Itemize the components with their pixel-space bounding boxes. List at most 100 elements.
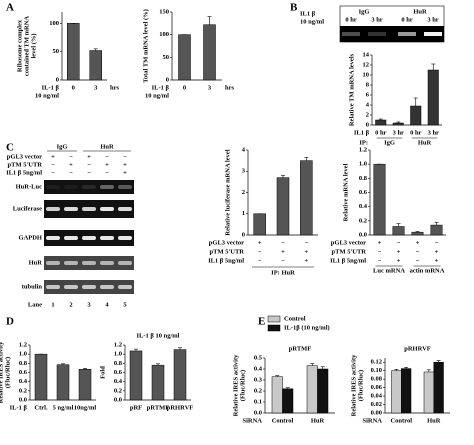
bar — [89, 50, 102, 81]
gel-strip — [44, 180, 134, 194]
condition-mark: + — [281, 248, 285, 255]
y-tick-label: 0.00 — [371, 409, 382, 416]
gel-band — [64, 285, 78, 289]
y-tick-label: 0 — [56, 76, 59, 83]
lane-number: 1 — [51, 301, 54, 308]
x-axis-label: IL-1 β — [152, 84, 170, 91]
bar — [282, 388, 294, 414]
x-tick-label: 0 — [72, 84, 75, 91]
condition-label: pGL3 vector — [209, 239, 244, 246]
condition-mark: − — [378, 248, 382, 255]
y-tick-label: 4 — [366, 101, 370, 108]
bar — [151, 364, 165, 401]
y-tick-label: 0.1 — [254, 398, 262, 405]
gel-band — [46, 185, 60, 189]
y-tick-label: 0.2 — [19, 387, 27, 394]
gel-band — [100, 285, 114, 289]
y-axis-label: level (%) — [30, 33, 37, 58]
bar — [300, 160, 313, 236]
condition-mark: − — [304, 239, 308, 246]
bar — [203, 24, 216, 81]
y-tick-label: 0.06 — [371, 384, 383, 391]
y-tick-label: 0.4 — [19, 378, 28, 385]
y-tick-label: 0.8 — [359, 175, 368, 182]
chart-title: pRTMF — [289, 345, 312, 352]
y-tick-label: 0 — [242, 231, 245, 238]
condition-label: pGL3 vector — [331, 239, 366, 246]
y-tick-label: 0.0 — [114, 396, 122, 403]
bar — [56, 364, 70, 401]
condition-mark: − — [378, 257, 382, 264]
condition-mark: − — [397, 239, 401, 246]
y-tick-label: 0 — [166, 76, 169, 83]
group-label: actin mRNA — [410, 267, 445, 274]
bar — [306, 365, 318, 414]
gel-band — [118, 285, 132, 289]
gel-group: IgG — [57, 143, 68, 150]
x-tick-label: Control — [390, 417, 412, 424]
gel-band — [64, 185, 78, 189]
gel-band — [82, 207, 96, 211]
inset-group: HuR — [413, 8, 427, 15]
y-tick-label: 0.08 — [371, 376, 383, 383]
inset-time: 3 hr — [427, 16, 438, 23]
y-tick-label: 0.04 — [371, 393, 383, 400]
bar — [430, 224, 443, 236]
gel-row-label: GAPDH — [19, 234, 42, 241]
gel-band — [46, 236, 60, 240]
condition-label: IL1 β 5ng/ml — [208, 257, 244, 264]
gel-group: HuR — [100, 143, 114, 150]
inset-time: 0 hr — [401, 16, 412, 23]
gel-band — [82, 236, 96, 240]
y-tick-label: 2 — [242, 189, 245, 196]
gel-row-label: HuR — [29, 259, 43, 266]
gel-mark: + — [105, 161, 109, 168]
x-tick-label: 3 hr — [428, 129, 439, 136]
x-tick-label: Ctrl. — [34, 404, 48, 411]
group-label: HuR — [418, 139, 432, 146]
legend-label: IL-1β (10 ng/ml) — [284, 324, 330, 331]
bar — [276, 177, 290, 236]
lane-number: 3 — [87, 301, 91, 308]
gel-condition: IL1 β 5ng/ml — [6, 169, 42, 176]
y-tick-label: 14 — [363, 51, 370, 58]
y-axis-label: contained TM mRNA — [23, 16, 30, 76]
y-tick-label: 1.2 — [19, 341, 27, 348]
x-tick-label: 3 hr — [393, 129, 404, 136]
panel-letter: E — [258, 316, 265, 328]
bar — [375, 119, 387, 126]
inset-label: 10 ng/ml — [300, 18, 324, 25]
inset-time: 3 hr — [371, 16, 382, 23]
bar — [392, 226, 405, 236]
y-tick-label: 12 — [363, 61, 370, 68]
gel-band — [64, 236, 78, 240]
lane-label: Lane — [28, 301, 42, 308]
inset-label: IL1 β — [300, 10, 316, 17]
bar — [433, 361, 444, 414]
y-tick-label: 150 — [159, 8, 169, 15]
y-axis-label: Total TM mRNA level (%) — [142, 9, 149, 83]
y-tick-label: 100 — [159, 31, 169, 38]
gel-band — [64, 207, 78, 211]
gel-mark: − — [105, 169, 109, 176]
condition-mark: − — [435, 239, 439, 246]
gel-mark: − — [69, 153, 73, 160]
bar — [253, 213, 266, 236]
inset-band — [398, 32, 416, 36]
bar — [317, 368, 329, 414]
gel-band — [118, 236, 132, 240]
bar — [271, 376, 283, 414]
inset-blot — [340, 26, 444, 42]
y-tick-label: 0.4 — [114, 378, 123, 385]
bar — [391, 370, 402, 414]
x-tick-label: Control — [272, 417, 294, 424]
bar — [401, 368, 412, 414]
condition-mark: + — [397, 257, 401, 264]
x-tick-label: 0 — [183, 84, 186, 91]
gel-mark: + — [51, 153, 55, 160]
inset-band — [368, 32, 386, 36]
gel-band — [100, 261, 114, 265]
gel-band — [100, 185, 114, 189]
gel-band — [100, 207, 114, 211]
legend-swatch — [267, 315, 281, 323]
